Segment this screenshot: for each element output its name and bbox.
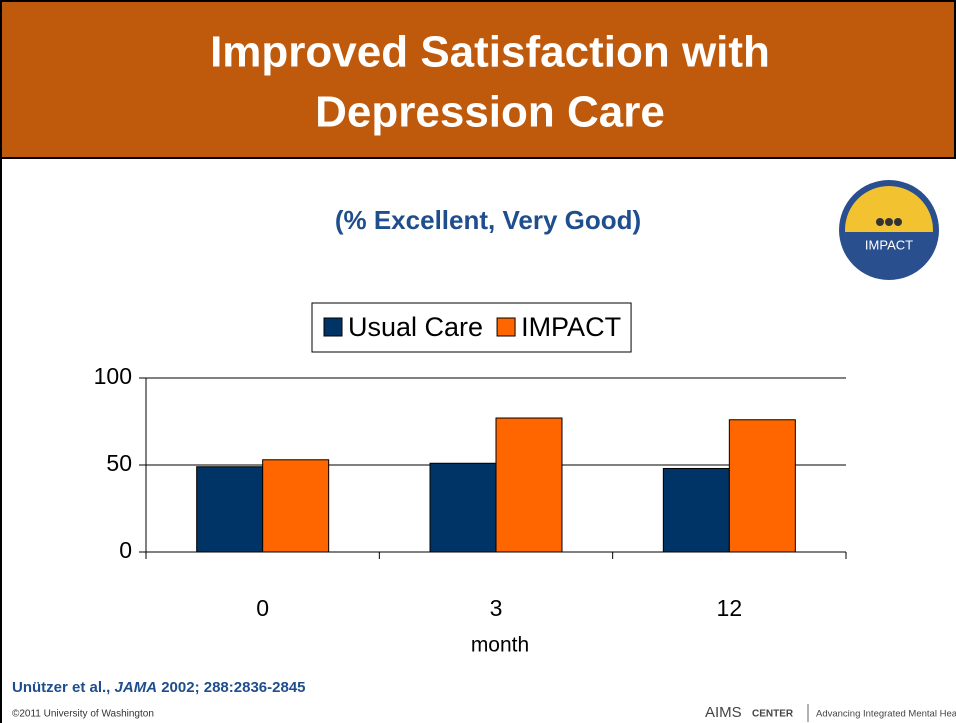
bar <box>728 419 796 553</box>
logo-figure <box>876 218 884 226</box>
citation-rest: 2002; 288:2836-2845 <box>161 679 305 696</box>
x-tick-label: 0 <box>256 595 269 621</box>
citation: Unützer et al., JAMA 2002; 288:2836-2845 <box>12 679 306 696</box>
citation-authors: Unützer et al., <box>12 679 110 696</box>
bar <box>429 462 497 553</box>
footer-tagline: Advancing Integrated Mental Health Solut… <box>816 709 956 720</box>
bar <box>262 459 330 553</box>
x-tick-label: 3 <box>490 595 503 621</box>
citation-journal: JAMA <box>115 679 158 696</box>
legend-swatch <box>496 317 516 337</box>
bar <box>495 417 563 553</box>
y-tick-label: 100 <box>94 363 132 389</box>
title-line: Improved Satisfaction with <box>210 28 770 77</box>
legend-box <box>311 302 632 353</box>
x-axis-label: month <box>471 634 529 657</box>
logo-figure <box>894 218 902 226</box>
bar <box>196 466 264 553</box>
logo-figure <box>885 218 893 226</box>
logo-text: IMPACT <box>865 237 913 252</box>
title-line: Depression Care <box>315 88 665 137</box>
y-tick-label: 0 <box>119 537 132 563</box>
logo-base <box>845 232 933 276</box>
x-tick-label: 12 <box>717 595 743 621</box>
chart-subtitle: (% Excellent, Very Good) <box>335 205 641 235</box>
header-band <box>0 0 956 159</box>
copyright: ©2011 University of Washington <box>12 709 154 720</box>
logo: IMPACT <box>839 180 939 280</box>
y-tick-label: 50 <box>106 450 132 476</box>
legend-label: Usual Care <box>348 312 483 342</box>
bar <box>662 467 730 553</box>
legend: Usual Care IMPACT <box>311 302 632 353</box>
footer-brand-sub: CENTER <box>752 709 794 720</box>
legend-swatch <box>323 317 343 337</box>
legend-label: IMPACT <box>521 312 621 342</box>
footer-brand: AIMS <box>705 704 742 721</box>
